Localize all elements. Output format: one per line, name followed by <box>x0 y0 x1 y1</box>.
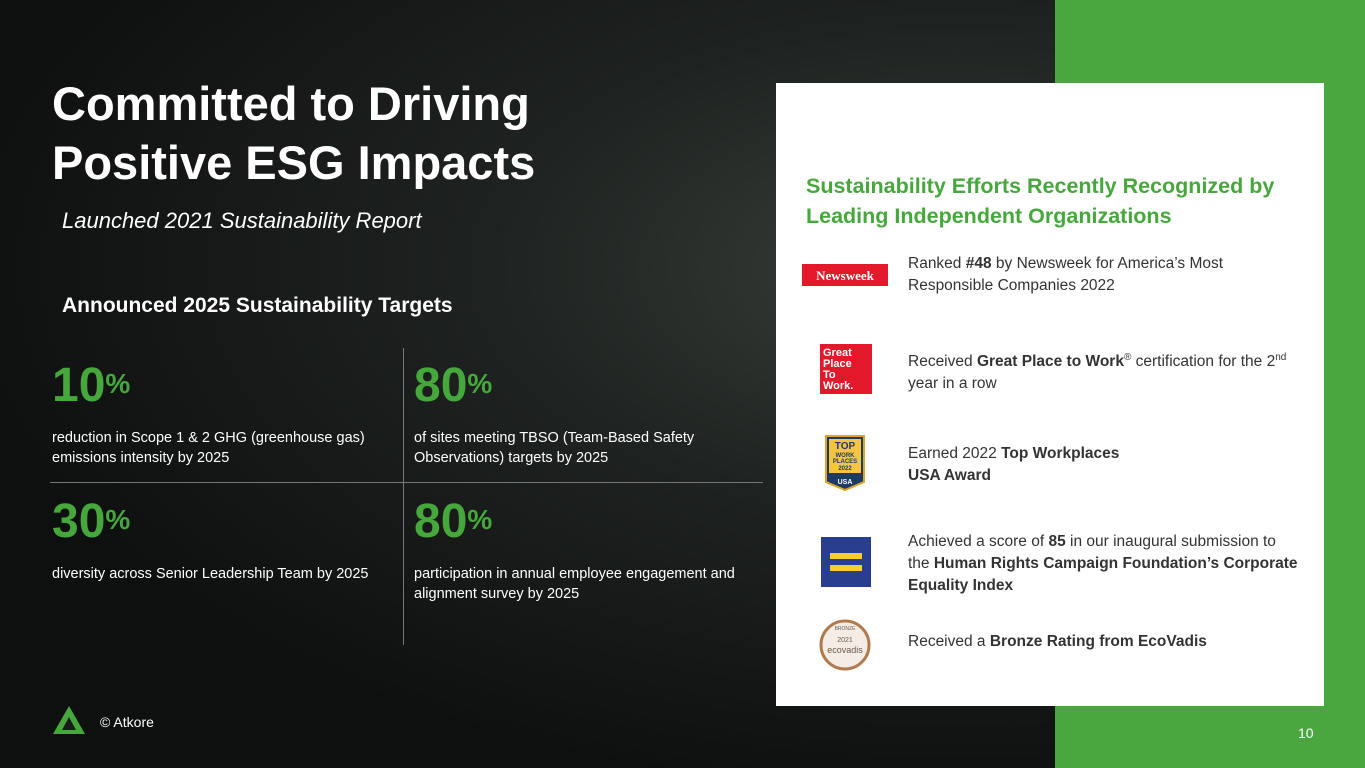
divider <box>403 348 404 645</box>
text-segment: in our inaugural submission to the <box>908 533 1276 572</box>
target-text: reduction in Scope 1 & 2 GHG (greenhouse… <box>52 430 365 466</box>
logo-text: To <box>823 369 836 381</box>
text-segment: Bronze Rating from EcoVadis <box>989 633 1207 650</box>
unit: % <box>467 368 493 399</box>
recognition-text: Earned 2022 Top Workplaces USA Award <box>908 443 1148 487</box>
value: 30 <box>52 495 106 548</box>
logo-text: ecovadis <box>827 645 863 655</box>
target-value: 80% <box>414 360 759 412</box>
target-value: 30% <box>52 496 397 548</box>
value: 80 <box>414 359 468 412</box>
target-text: diversity across Senior Leadership Team … <box>52 566 369 582</box>
page-number: 10 <box>1298 725 1314 741</box>
recognition-heading: Sustainability Efforts Recently Recogniz… <box>806 174 1275 228</box>
logo-shape <box>819 619 871 671</box>
logo-text: Newsweek <box>816 268 875 283</box>
recognition-text: Ranked #48 by Newsweek for America’s Mos… <box>908 253 1268 297</box>
target: 80% of sites meeting TBSO (Team-Based Saf… <box>414 360 759 468</box>
recognition-text: Received Great Place to Work® certificat… <box>908 347 1298 395</box>
text-segment: #48 <box>965 255 992 272</box>
text-segment: by Newsweek for America’s Most Responsib… <box>908 255 1224 294</box>
text-segment: Earned 2022 <box>908 445 1002 462</box>
copyright: © Atkore <box>100 714 154 730</box>
recognition-text: Achieved a score of 85 in our inaugural … <box>908 531 1298 597</box>
text-segment: nd <box>1275 352 1287 363</box>
unit: % <box>467 504 493 535</box>
text-segment: year in a row <box>908 375 997 393</box>
logo-text: WORK <box>836 453 856 459</box>
unit: % <box>105 368 131 399</box>
unit: % <box>105 504 131 535</box>
logo-shape <box>802 264 888 286</box>
recognition-card: Sustainability Efforts Recently Recogniz… <box>776 83 1324 706</box>
atkore-logo <box>53 706 85 734</box>
target-text: participation in annual employee engagem… <box>414 566 735 602</box>
logo-text: 2022 <box>838 466 852 472</box>
logo-text: TOP <box>835 441 856 452</box>
logo-text: BRONZE <box>835 626 857 632</box>
text-segment: Top Workplaces USA Award <box>908 445 1120 484</box>
target-value: 80% <box>414 496 759 548</box>
logo-text: Great <box>823 347 852 359</box>
logo-shape <box>820 344 872 394</box>
logo-text: Place <box>823 358 852 370</box>
value: 10 <box>52 359 106 412</box>
text-segment: Great Place to Work <box>976 353 1124 371</box>
text-segment: Ranked <box>908 255 966 272</box>
text-segment: certification for the 2 <box>1131 353 1276 371</box>
value: 80 <box>414 495 468 548</box>
recognition-text: Received a Bronze Rating from EcoVadis <box>908 631 1298 653</box>
title: Committed to Driving Positive ESG Impact… <box>52 74 535 192</box>
target: 80% participation in annual employee enga… <box>414 496 759 604</box>
target-value: 10% <box>52 360 397 412</box>
title-line: Positive ESG Impacts <box>52 136 536 189</box>
logo-text: 2021 <box>837 637 853 644</box>
target: 30% diversity across Senior Leadership Te… <box>52 496 397 584</box>
logo-text: PLACES <box>833 459 857 465</box>
logo-text: Work. <box>823 380 853 392</box>
logo <box>821 537 871 587</box>
logo: Newsweek <box>802 264 888 286</box>
divider <box>50 482 763 483</box>
logo-shape <box>829 439 861 473</box>
target: 10% reduction in Scope 1 & 2 GHG (greenho… <box>52 360 397 468</box>
targets-heading: Announced 2025 Sustainability Targets <box>62 294 453 317</box>
text-segment: Received <box>908 353 977 371</box>
logo-shape <box>830 553 862 559</box>
subtitle: Launched 2021 Sustainability Report <box>62 208 422 233</box>
logo-text: USA <box>838 479 853 486</box>
text-segment: Achieved a score of <box>908 533 1049 550</box>
title-line: Committed to Driving <box>52 77 530 130</box>
text-segment: ® <box>1123 352 1132 363</box>
logo-shape <box>830 565 862 571</box>
text-segment: Received a <box>908 633 990 650</box>
text-segment: Human Rights Campaign Foundation’s Corpo… <box>908 555 1298 594</box>
logo-shape <box>821 537 871 587</box>
text-segment: 85 <box>1048 533 1066 550</box>
target-text: of sites meeting TBSO (Team-Based Safety… <box>414 430 695 466</box>
